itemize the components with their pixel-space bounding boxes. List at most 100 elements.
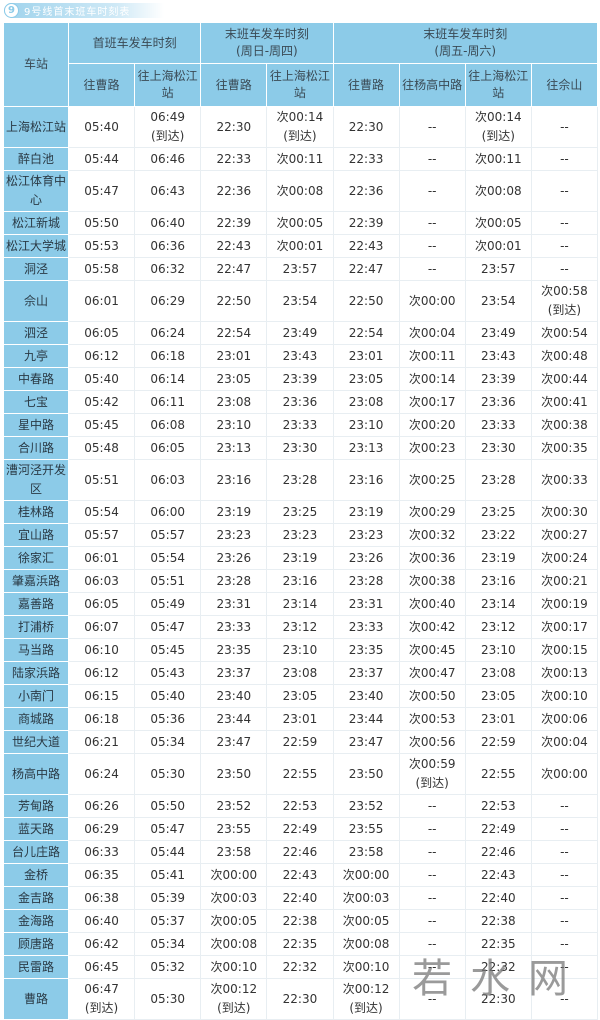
time-cell: 05:47: [134, 615, 202, 639]
time-cell: 22:47: [332, 257, 400, 281]
time-cell: 次00:10: [200, 955, 268, 979]
time-cell: 23:05: [266, 684, 334, 708]
station-name: 马当路: [3, 638, 69, 662]
header-to-caolu: 往曹路: [332, 63, 400, 107]
time-cell: 23:05: [332, 367, 400, 391]
station-name: 芳甸路: [3, 794, 69, 818]
table-row: 金吉路 06:38 05:39 次00:03 22:40 次00:03 -- 22:40 --: [3, 886, 599, 910]
table-row: 曹路 06:47 (到达) 05:30 次00:12 (到达) 22:30 次00:12 …: [3, 978, 599, 1020]
time-cell: 06:45: [67, 955, 136, 979]
time-cell: 23:16: [266, 569, 334, 593]
time-cell: 次00:11: [464, 147, 532, 171]
station-name: 醉白池: [3, 147, 69, 171]
time-cell: 23:01: [464, 707, 532, 731]
time-cell: 06:12: [67, 344, 136, 368]
header-to-songjiang: 往上海松江站: [134, 63, 202, 107]
time-cell: 次00:40: [398, 592, 466, 616]
time-cell: 06:46: [134, 147, 202, 171]
time-cell: 06:01: [67, 546, 136, 570]
time-cell: 06:05: [67, 321, 136, 345]
station-name: 曹路: [3, 978, 69, 1020]
time-cell: 次00:11: [398, 344, 466, 368]
time-cell: 23:58: [332, 840, 400, 864]
time-cell: 次00:00: [200, 863, 268, 887]
station-name: 陆家浜路: [3, 661, 69, 685]
time-cell: 23:39: [266, 367, 334, 391]
station-name: 打浦桥: [3, 615, 69, 639]
time-cell: --: [398, 794, 466, 818]
time-cell: 次00:54: [530, 321, 599, 345]
time-cell: --: [530, 147, 599, 171]
time-cell: 23:47: [332, 730, 400, 754]
time-cell: 05:34: [134, 730, 202, 754]
time-cell: 次00:25: [398, 459, 466, 501]
time-cell: --: [530, 955, 599, 979]
time-cell: 23:23: [200, 523, 268, 547]
time-cell: 05:54: [134, 546, 202, 570]
header-to-caolu: 往曹路: [200, 63, 268, 107]
time-cell: 23:05: [200, 367, 268, 391]
time-cell: 次00:48: [530, 344, 599, 368]
time-cell: 22:59: [266, 730, 334, 754]
time-cell: 06:01: [67, 280, 136, 322]
time-cell: 05:44: [134, 840, 202, 864]
time-cell: 23:33: [266, 413, 334, 437]
time-cell: 次00:20: [398, 413, 466, 437]
time-cell: 次00:05: [200, 909, 268, 933]
header-to-songjiang: 往上海松江站: [464, 63, 532, 107]
time-cell: --: [530, 817, 599, 841]
time-cell: 22:33: [332, 147, 400, 171]
time-cell: 06:07: [67, 615, 136, 639]
time-cell: 次00:00: [398, 280, 466, 322]
time-cell: 次00:12 (到达): [200, 978, 268, 1020]
time-cell: --: [530, 840, 599, 864]
time-cell: 06:15: [67, 684, 136, 708]
time-cell: 05:51: [134, 569, 202, 593]
time-cell: 22:55: [266, 753, 334, 795]
time-cell: --: [530, 909, 599, 933]
time-cell: 23:37: [200, 661, 268, 685]
time-cell: 05:37: [134, 909, 202, 933]
title-text: 9号线首末班车时刻表: [24, 7, 131, 18]
time-cell: 06:32: [134, 257, 202, 281]
time-cell: --: [398, 170, 466, 212]
station-name: 洞泾: [3, 257, 69, 281]
station-name: 金桥: [3, 863, 69, 887]
time-cell: 次00:01: [266, 234, 334, 258]
time-cell: 23:50: [332, 753, 400, 795]
table-row: 醉白池 05:44 06:46 22:33 次00:11 22:33 -- 次00:11 --: [3, 147, 599, 171]
time-cell: 06:03: [134, 459, 202, 501]
time-cell: 次00:01: [464, 234, 532, 258]
time-cell: 22:30: [332, 106, 400, 148]
station-name: 合川路: [3, 436, 69, 460]
time-cell: 05:57: [134, 523, 202, 547]
time-cell: 06:10: [67, 638, 136, 662]
time-cell: 05:30: [134, 753, 202, 795]
table-row: 中春路 05:40 06:14 23:05 23:39 23:05 次00:14 23:39 次…: [3, 367, 599, 391]
time-cell: 22:38: [464, 909, 532, 933]
time-cell: 22:30: [464, 978, 532, 1020]
timetable: 车站 首班车发车时刻 末班车发车时刻 (周日-周四) 末班车发车时刻 (周五-周…: [3, 22, 599, 1020]
station-name: 杨高中路: [3, 753, 69, 795]
time-cell: --: [530, 886, 599, 910]
time-cell: 22:40: [464, 886, 532, 910]
station-name: 小南门: [3, 684, 69, 708]
table-row: 嘉善路 06:05 05:49 23:31 23:14 23:31 次00:40 23:14 次…: [3, 592, 599, 616]
table-row: 宜山路 05:57 05:57 23:23 23:23 23:23 次00:32 23:22 次…: [3, 523, 599, 547]
time-cell: 06:24: [134, 321, 202, 345]
time-cell: 06:36: [134, 234, 202, 258]
header-station: 车站: [3, 22, 69, 107]
time-cell: 次00:29: [398, 500, 466, 524]
time-cell: 05:42: [67, 390, 136, 414]
time-cell: 次00:00: [530, 753, 599, 795]
time-cell: 22:50: [200, 280, 268, 322]
station-name: 肇嘉浜路: [3, 569, 69, 593]
time-cell: 06:18: [134, 344, 202, 368]
time-cell: --: [398, 909, 466, 933]
time-cell: 次00:42: [398, 615, 466, 639]
time-cell: 23:55: [332, 817, 400, 841]
station-name: 金吉路: [3, 886, 69, 910]
time-cell: 05:50: [67, 211, 136, 235]
time-cell: 05:49: [134, 592, 202, 616]
time-cell: 次00:03: [200, 886, 268, 910]
